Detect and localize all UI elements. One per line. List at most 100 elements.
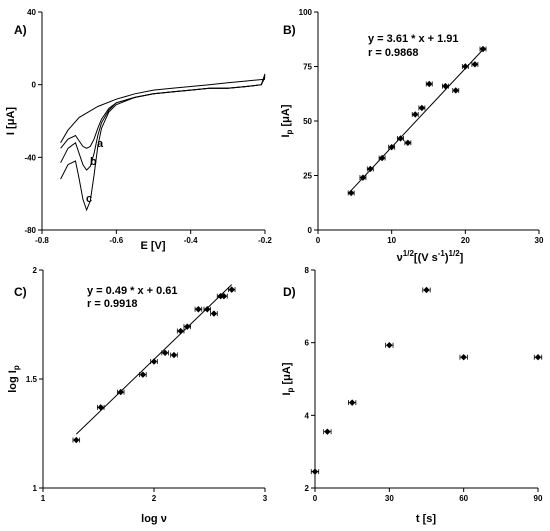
panel-d-data-point (423, 286, 430, 294)
panel-d-label: D) (283, 285, 296, 299)
panel-a-y-tick-label: 0 (32, 81, 37, 90)
panel-b-r-value: r = 0.9868 (368, 47, 418, 59)
panel-c-data-point (139, 371, 147, 378)
panel-a-x-tick-label: -0.6 (109, 236, 123, 245)
panel-c-y-axis-label: log Ip (7, 365, 21, 393)
panel-b-ticks: 0 10 20 30 0 25 50 75 100 (299, 8, 544, 245)
panel-c-data-point (228, 286, 235, 293)
panel-b-data-point (452, 87, 459, 94)
curve-label-b: b (90, 156, 97, 168)
panel-c-data-point (150, 358, 158, 365)
panel-c-data-point (184, 323, 191, 330)
panel-d-y-tick-label: 2 (305, 484, 310, 493)
panel-b-data-point (367, 165, 374, 173)
panel-c-x-tick-label: 2 (152, 494, 157, 503)
panel-d-y-tick-label: 4 (305, 411, 310, 420)
panel-b-data-point (426, 80, 433, 88)
panel-c-data-point (220, 292, 228, 300)
panel-c-data-point (195, 306, 202, 313)
panel-c-points (72, 286, 236, 444)
panel-b-x-tick-label: 10 (387, 236, 396, 245)
panel-b-label: B) (283, 23, 296, 37)
panel-b-points (347, 45, 487, 197)
panel-b-data-point (397, 135, 404, 142)
panel-c-data-point (177, 327, 184, 335)
panel-b-y-tick-label: 50 (303, 117, 312, 126)
panel-b-x-tick-label: 0 (316, 236, 321, 245)
panel-b-data-point (378, 154, 386, 162)
panel-b-y-axis-label: Ip [μA] (280, 104, 294, 137)
panel-c-data-point (97, 404, 104, 411)
panel-d-axis-frame (314, 270, 538, 489)
panel-a-y-axis-label: I [μA] (5, 107, 17, 135)
panel-d-y-tick-label: 8 (305, 266, 310, 275)
cv-curve-return (60, 78, 266, 144)
panel-b-data-point (347, 189, 355, 197)
panel-c-y-tick-label: 1.5 (26, 375, 38, 384)
panel-b-y-tick-label: 75 (303, 63, 312, 72)
panel-b-data-point (462, 63, 469, 70)
panel-d-y-tick-label: 6 (305, 339, 310, 348)
panel-b-linear-fit: B) 0 10 20 30 0 25 50 75 100 y = 3.61 * x + 1.91… (280, 8, 544, 264)
panel-b-data-point (479, 45, 487, 53)
panel-c-data-point (161, 349, 169, 357)
panel-c-x-tick-label: 1 (41, 494, 46, 503)
curve-label-a: a (97, 138, 104, 150)
panel-d-data-point (534, 354, 542, 361)
panel-b-x-tick-label: 30 (535, 236, 544, 245)
panel-d-x-axis-label: t [s] (416, 513, 437, 525)
panel-b-equation: y = 3.61 * x + 1.91 (368, 33, 459, 45)
panel-a-x-tick-label: -0.2 (258, 236, 272, 245)
panel-d-ticks: 0 30 60 90 2 4 6 8 (305, 266, 543, 503)
panel-b-data-point (404, 139, 412, 146)
panel-d-data-point (460, 354, 467, 361)
panel-a-curves (60, 73, 266, 212)
panel-c-log-log-fit: C) 1 2 3 1 1.5 2 y = 0.49 * x + 0.61 r = 0.99… (7, 266, 268, 525)
panel-d-data-point (348, 399, 356, 406)
panel-c-data-point (204, 306, 211, 313)
panel-a-x-tick-label: -0.4 (184, 236, 198, 245)
panel-c-data-point (73, 436, 80, 444)
panel-a-cyclic-voltammogram: A) -0.8 -0.6 -0.4 -0.2 -80 -40 0 40 E [V] I [μA… (5, 8, 272, 252)
panel-a-y-tick-label: -40 (24, 153, 36, 162)
panel-b-data-point (388, 143, 395, 151)
panel-c-equation: y = 0.49 * x + 0.61 (87, 285, 178, 297)
panel-d-data-point (386, 342, 393, 349)
curve-label-c: c (86, 193, 92, 205)
panel-b-data-point (471, 61, 479, 68)
panel-a-y-tick-label: 40 (27, 8, 36, 17)
panel-c-data-point (117, 388, 124, 396)
panel-c-x-axis-label: log ν (141, 513, 167, 525)
panel-d-data-point (311, 468, 319, 475)
panel-a-x-axis-label: E [V] (140, 240, 165, 252)
panel-b-y-tick-label: 25 (303, 172, 312, 181)
panel-d-x-tick-label: 0 (313, 494, 318, 503)
panel-b-data-point (359, 174, 367, 181)
panel-d-y-axis-label: Ip [μA] (281, 362, 295, 395)
panel-b-data-point (418, 104, 426, 112)
panel-a-y-tick-label: -80 (24, 226, 36, 235)
panel-c-y-tick-label: 1 (33, 484, 38, 493)
panel-c-label: C) (14, 285, 27, 299)
panel-b-x-tick-label: 20 (461, 236, 470, 245)
panel-d-x-tick-label: 30 (385, 494, 394, 503)
panel-c-axis-frame (42, 270, 265, 489)
panel-b-y-tick-label: 0 (308, 226, 313, 235)
panel-a-x-tick-label: -0.8 (35, 236, 49, 245)
panel-c-ticks: 1 2 3 1 1.5 2 (26, 266, 268, 503)
panel-c-x-tick-label: 3 (263, 494, 268, 503)
panel-d-x-tick-label: 60 (459, 494, 468, 503)
panel-b-data-point (412, 111, 419, 118)
panel-d-points (310, 286, 543, 475)
panel-c-data-point (170, 351, 178, 359)
panel-d-data-point (324, 428, 331, 435)
panel-a-ticks: -0.8 -0.6 -0.4 -0.2 -80 -40 0 40 (24, 8, 272, 245)
panel-d-x-tick-label: 90 (534, 494, 543, 503)
panel-b-data-point (442, 82, 449, 90)
panel-c-r-value: r = 0.9918 (87, 298, 137, 310)
panel-c-data-point (210, 310, 218, 317)
cv-curve-c (60, 73, 266, 212)
panel-a-label: A) (14, 23, 27, 37)
panel-b-x-axis-label: ν1/2[(V s-1)1/2] (397, 249, 464, 264)
